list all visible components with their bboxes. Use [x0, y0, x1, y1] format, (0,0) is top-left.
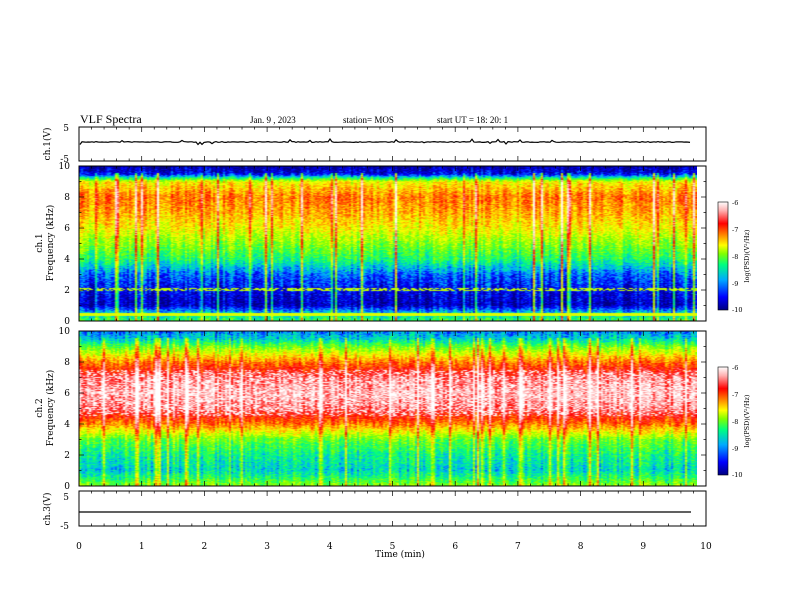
time-tick-label: 10: [700, 542, 712, 552]
ch1-colorbar-label: log(PSD)(V²/Hz): [743, 229, 751, 282]
time-tick-label: 7: [515, 542, 521, 552]
ch1-cb-tick-3: -9: [732, 280, 738, 288]
time-tick-label: 3: [264, 542, 270, 552]
freq-tick-label: 6: [64, 224, 70, 234]
freq-tick-label: 10: [59, 327, 71, 337]
ch3-waveform-ylabel: ch.3(V): [42, 493, 53, 526]
ch1-waveform-frame: [78, 126, 707, 162]
ch1-waveform-trace: [79, 137, 691, 146]
freq-tick-label: 6: [64, 389, 70, 399]
ch2-cb-tick-2: -8: [732, 418, 738, 426]
date-label: Jan. 9 , 2023: [250, 115, 296, 125]
time-tick-label: 9: [640, 542, 646, 552]
ch3-ytick-bottom: -5: [60, 522, 69, 532]
freq-tick-label: 4: [64, 420, 70, 430]
freq-tick-label: 8: [64, 193, 70, 203]
ch3-waveform-frame: [78, 490, 707, 527]
station-label: station= MOS: [343, 115, 394, 125]
time-tick-label: 0: [76, 542, 82, 552]
ch2-colorbar-label: log(PSD)(V²/Hz): [743, 394, 751, 447]
time-tick-label: 2: [202, 542, 208, 552]
ch2-colorbar-gradient: [717, 366, 729, 476]
ch1-cb-tick-4: -10: [732, 306, 742, 314]
ch2-cb-tick-3: -9: [732, 445, 738, 453]
ch1-waveform-panel: 5 -5 ch.1(V): [42, 124, 707, 165]
ch1-waveform-ticks: [78, 127, 707, 161]
ch1-time-ticks: [78, 166, 707, 321]
ch1-spectrogram-panel: 0 2 4 6 8 10 ch.1Frequency (kHz): [35, 162, 707, 327]
freq-tick-label: 8: [64, 358, 70, 368]
freq-tick-label: 0: [64, 482, 70, 492]
ch1-cb-tick-1: -7: [732, 226, 738, 234]
ch1-waveform-ylabel: ch.1(V): [42, 128, 53, 161]
time-tick-label: 6: [452, 542, 458, 552]
time-tick-label: 4: [327, 542, 333, 552]
time-tick-label: 1: [139, 542, 145, 552]
ch1-spectrogram-image: [79, 166, 697, 321]
time-tick-label: 8: [578, 542, 584, 552]
ch1-cb-tick-2: -8: [732, 253, 738, 261]
ch2-channel-label: ch.2Frequency (kHz): [35, 370, 56, 447]
time-tick-label: 5: [390, 542, 396, 552]
ch2-cb-tick-4: -10: [732, 471, 742, 479]
ch1-freq-ticks: 0 2 4 6 8 10: [59, 162, 706, 327]
ch2-spectrogram-panel: 0 2 4 6 8 10 ch.2Frequency (kHz): [35, 327, 707, 492]
ch3-waveform-ticks: [78, 491, 707, 526]
ch3-waveform-panel: 5 -5 ch.3(V): [42, 490, 707, 532]
ch1-cb-tick-0: -6: [732, 199, 738, 207]
ch2-cb-tick-1: -7: [732, 391, 738, 399]
ch1-channel-label: ch.1Frequency (kHz): [35, 205, 56, 282]
ch2-time-ticks: [78, 331, 707, 486]
time-axis-label: Time (min): [375, 549, 425, 560]
ch3-ytick-top: 5: [63, 493, 69, 503]
ch1-ytick-bottom: -5: [60, 155, 69, 165]
ch2-cb-tick-0: -6: [732, 364, 738, 372]
ch1-colorbar: -6 -7 -8 -9 -10 log(PSD)(V²/Hz): [717, 199, 751, 314]
start-ut-label: start UT = 18: 20: 1: [437, 115, 508, 125]
ch1-colorbar-gradient: [717, 201, 729, 311]
freq-tick-label: 0: [64, 317, 70, 327]
freq-tick-label: 4: [64, 255, 70, 265]
ch2-colorbar: -6 -7 -8 -9 -10 log(PSD)(V²/Hz): [717, 364, 751, 479]
freq-tick-label: 2: [64, 286, 70, 296]
freq-tick-label: 2: [64, 451, 70, 461]
ch2-spectrogram-image: [79, 331, 697, 486]
time-axis: 0 1 2 3 4 5 6 7 8 9 10: [76, 542, 712, 552]
freq-tick-label: 10: [59, 162, 71, 172]
figure-title: VLF Spectra: [80, 112, 142, 126]
ch1-ytick-top: 5: [63, 124, 69, 134]
ch2-freq-ticks: 0 2 4 6 8 10: [59, 327, 706, 492]
